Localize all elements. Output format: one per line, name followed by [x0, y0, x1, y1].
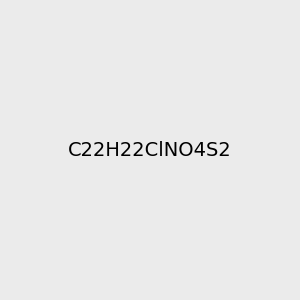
Text: C22H22ClNO4S2: C22H22ClNO4S2 [68, 140, 232, 160]
